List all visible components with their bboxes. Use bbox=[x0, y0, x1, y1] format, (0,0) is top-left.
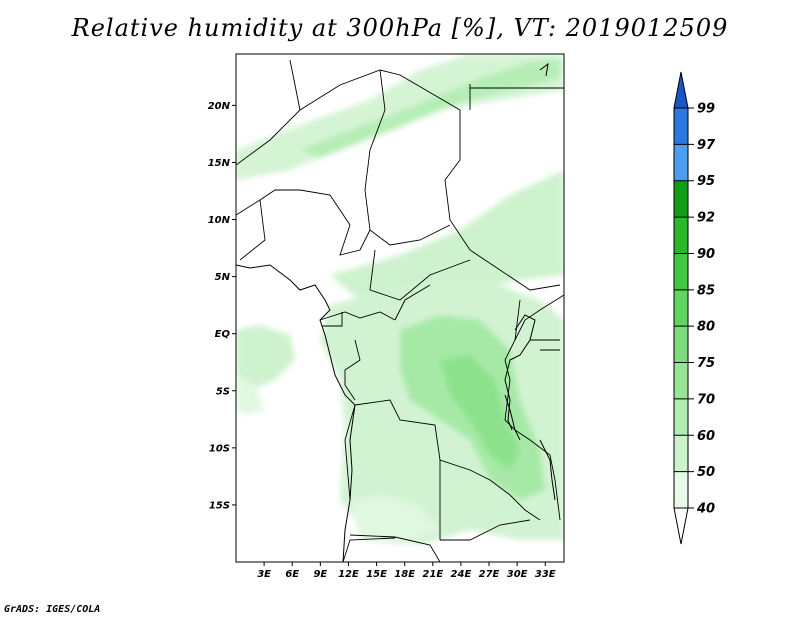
map-title: Relative humidity at 300hPa [%], VT: 201… bbox=[71, 14, 729, 42]
country-borders bbox=[236, 59, 564, 562]
longitude-axis: 3E 6E 9E 12E 15E 18E 21E 24E 27E 30E 33E bbox=[257, 562, 556, 580]
colorbar-swatch bbox=[674, 435, 688, 472]
lon-tick-label: 12E bbox=[338, 569, 359, 580]
lat-tick-label: EQ bbox=[215, 329, 231, 340]
colorbar-level-label: 97 bbox=[697, 138, 716, 153]
humidity-patch-west-south bbox=[236, 375, 265, 415]
colorbar-swatch bbox=[674, 471, 688, 508]
grads-credit: GrADS: IGES/COLA bbox=[4, 604, 101, 615]
lon-tick-label: 30E bbox=[507, 569, 528, 580]
colorbar-level-label: 50 bbox=[697, 465, 715, 480]
colorbar-level-label: 99 bbox=[697, 102, 715, 117]
colorbar-level-label: 40 bbox=[696, 502, 715, 517]
colorbar-lower-extension bbox=[673, 507, 689, 545]
colorbar-swatch bbox=[674, 217, 688, 254]
humidity-band-north-core bbox=[300, 60, 560, 158]
colorbar-level-label: 80 bbox=[697, 320, 715, 335]
lon-tick-label: 3E bbox=[257, 569, 271, 580]
colorbar-swatch bbox=[674, 144, 688, 181]
lat-tick-label: 5S bbox=[216, 386, 230, 397]
lon-tick-label: 18E bbox=[394, 569, 415, 580]
colorbar-level-label: 90 bbox=[697, 247, 715, 262]
lon-tick-label: 21E bbox=[422, 569, 443, 580]
humidity-band-east bbox=[330, 170, 564, 300]
lon-tick-label: 9E bbox=[313, 569, 327, 580]
humidity-shading bbox=[236, 54, 564, 545]
coastline bbox=[236, 62, 556, 562]
lon-tick-label: 24E bbox=[451, 569, 472, 580]
lat-tick-label: 10N bbox=[208, 215, 231, 226]
colorbar-swatch bbox=[674, 180, 688, 218]
lat-tick-label: 15S bbox=[209, 500, 230, 511]
colorbar-swatch bbox=[674, 253, 688, 290]
lat-tick-label: 20N bbox=[208, 101, 231, 112]
lon-tick-label: 15E bbox=[366, 569, 387, 580]
humidity-patch-south bbox=[350, 495, 440, 545]
colorbar-swatch bbox=[674, 398, 688, 436]
lon-tick-label: 33E bbox=[535, 569, 556, 580]
lat-tick-label: 10S bbox=[209, 443, 230, 454]
colorbar-level-label: 60 bbox=[697, 429, 715, 444]
lat-tick-label: 15N bbox=[208, 158, 231, 169]
lon-tick-label: 27E bbox=[479, 569, 500, 580]
lat-tick-label: 5N bbox=[215, 272, 231, 283]
colorbar-swatch bbox=[674, 326, 688, 363]
lon-tick-label: 6E bbox=[285, 569, 299, 580]
colorbar-level-label: 70 bbox=[697, 392, 715, 407]
colorbar-level-label: 85 bbox=[697, 283, 715, 298]
colorbar: 40 50 60 70 75 80 85 90 92 95 97 99 bbox=[673, 71, 716, 545]
latitude-axis: 20N 15N 10N 5N EQ 5S 10S 15S bbox=[208, 101, 236, 511]
colorbar-swatch bbox=[674, 108, 688, 145]
colorbar-level-label: 75 bbox=[697, 356, 715, 371]
colorbar-upper-extension bbox=[673, 71, 689, 109]
humidity-patch-west bbox=[236, 325, 295, 395]
colorbar-level-label: 92 bbox=[697, 211, 715, 226]
humidity-area-core2 bbox=[440, 355, 520, 470]
map-frame bbox=[235, 53, 565, 563]
colorbar-swatch bbox=[674, 289, 688, 327]
colorbar-level-label: 95 bbox=[697, 174, 715, 189]
colorbar-swatch bbox=[674, 362, 688, 399]
